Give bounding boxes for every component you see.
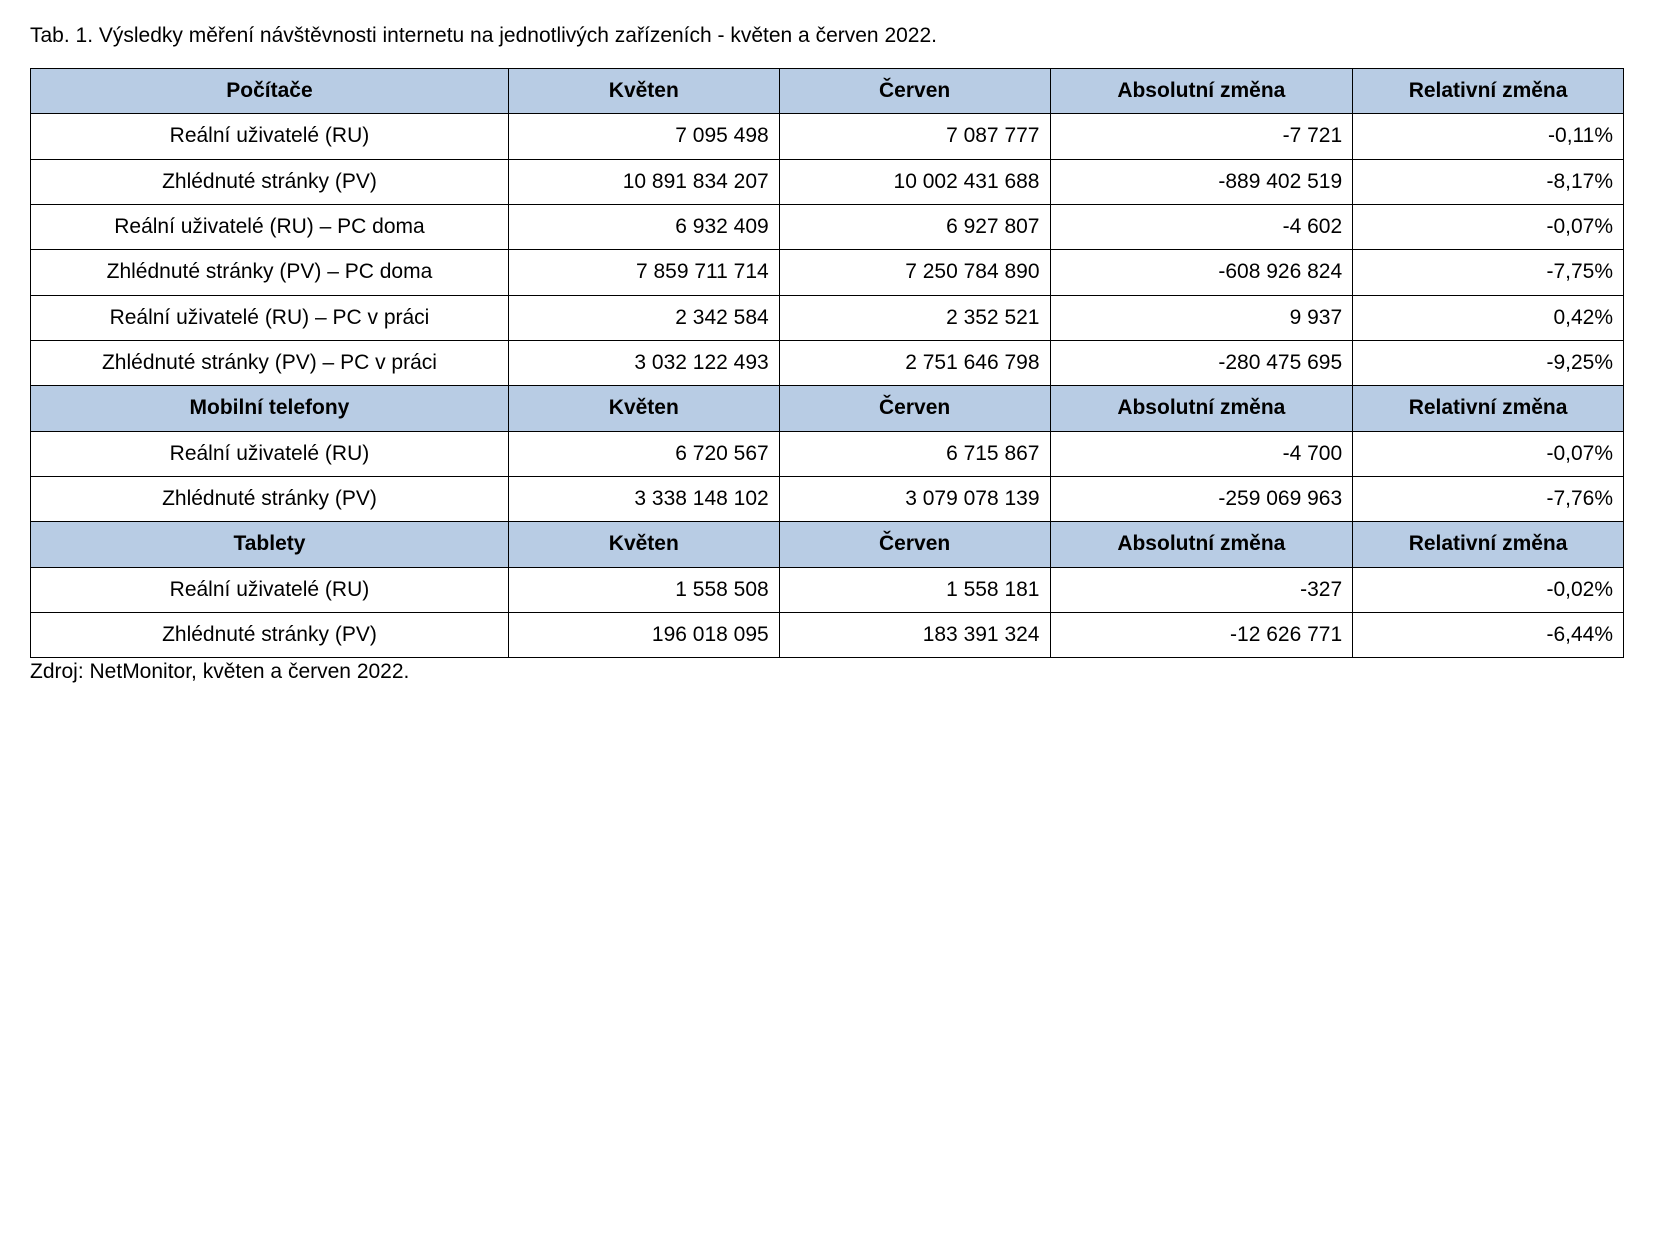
header-cell: Květen bbox=[508, 386, 779, 431]
header-cell: Relativní změna bbox=[1353, 386, 1624, 431]
cell-value: -280 475 695 bbox=[1050, 341, 1353, 386]
cell-value: 7 087 777 bbox=[779, 114, 1050, 159]
row-label: Zhlédnuté stránky (PV) – PC doma bbox=[31, 250, 509, 295]
cell-value: 6 720 567 bbox=[508, 431, 779, 476]
cell-value: 183 391 324 bbox=[779, 613, 1050, 658]
data-table: Počítače Květen Červen Absolutní změna R… bbox=[30, 68, 1624, 658]
table-row: Zhlédnuté stránky (PV) – PC v práci 3 03… bbox=[31, 341, 1624, 386]
header-cell: Červen bbox=[779, 386, 1050, 431]
cell-value: 6 715 867 bbox=[779, 431, 1050, 476]
table-row: Zhlédnuté stránky (PV) – PC doma 7 859 7… bbox=[31, 250, 1624, 295]
cell-value: 6 927 807 bbox=[779, 205, 1050, 250]
cell-value: -4 602 bbox=[1050, 205, 1353, 250]
cell-value: 196 018 095 bbox=[508, 613, 779, 658]
section-header-row: Mobilní telefony Květen Červen Absolutní… bbox=[31, 386, 1624, 431]
cell-value: -4 700 bbox=[1050, 431, 1353, 476]
row-label: Reální uživatelé (RU) bbox=[31, 431, 509, 476]
table-row: Reální uživatelé (RU) – PC doma 6 932 40… bbox=[31, 205, 1624, 250]
header-cell: Počítače bbox=[31, 69, 509, 114]
cell-value: -9,25% bbox=[1353, 341, 1624, 386]
cell-value: -12 626 771 bbox=[1050, 613, 1353, 658]
cell-value: -7 721 bbox=[1050, 114, 1353, 159]
section-header-row: Tablety Květen Červen Absolutní změna Re… bbox=[31, 522, 1624, 567]
cell-value: 0,42% bbox=[1353, 295, 1624, 340]
cell-value: -0,11% bbox=[1353, 114, 1624, 159]
cell-value: -259 069 963 bbox=[1050, 477, 1353, 522]
row-label: Reální uživatelé (RU) bbox=[31, 567, 509, 612]
cell-value: 10 002 431 688 bbox=[779, 159, 1050, 204]
cell-value: -8,17% bbox=[1353, 159, 1624, 204]
table-row: Reální uživatelé (RU) 7 095 498 7 087 77… bbox=[31, 114, 1624, 159]
cell-value: 9 937 bbox=[1050, 295, 1353, 340]
cell-value: 7 095 498 bbox=[508, 114, 779, 159]
cell-value: -608 926 824 bbox=[1050, 250, 1353, 295]
cell-value: -0,07% bbox=[1353, 205, 1624, 250]
section-header-row: Počítače Květen Červen Absolutní změna R… bbox=[31, 69, 1624, 114]
header-cell: Tablety bbox=[31, 522, 509, 567]
cell-value: 7 250 784 890 bbox=[779, 250, 1050, 295]
cell-value: -6,44% bbox=[1353, 613, 1624, 658]
cell-value: 10 891 834 207 bbox=[508, 159, 779, 204]
cell-value: 3 338 148 102 bbox=[508, 477, 779, 522]
cell-value: -889 402 519 bbox=[1050, 159, 1353, 204]
table-row: Reální uživatelé (RU) 6 720 567 6 715 86… bbox=[31, 431, 1624, 476]
table-row: Zhlédnuté stránky (PV) 3 338 148 102 3 0… bbox=[31, 477, 1624, 522]
cell-value: -0,07% bbox=[1353, 431, 1624, 476]
cell-value: 2 352 521 bbox=[779, 295, 1050, 340]
header-cell: Absolutní změna bbox=[1050, 386, 1353, 431]
header-cell: Mobilní telefony bbox=[31, 386, 509, 431]
cell-value: 6 932 409 bbox=[508, 205, 779, 250]
cell-value: -7,76% bbox=[1353, 477, 1624, 522]
header-cell: Květen bbox=[508, 522, 779, 567]
cell-value: -0,02% bbox=[1353, 567, 1624, 612]
table-row: Zhlédnuté stránky (PV) 10 891 834 207 10… bbox=[31, 159, 1624, 204]
row-label: Zhlédnuté stránky (PV) – PC v práci bbox=[31, 341, 509, 386]
cell-value: 1 558 181 bbox=[779, 567, 1050, 612]
cell-value: 3 032 122 493 bbox=[508, 341, 779, 386]
cell-value: 1 558 508 bbox=[508, 567, 779, 612]
row-label: Reální uživatelé (RU) bbox=[31, 114, 509, 159]
table-source: Zdroj: NetMonitor, květen a červen 2022. bbox=[30, 660, 1624, 684]
header-cell: Absolutní změna bbox=[1050, 522, 1353, 567]
header-cell: Absolutní změna bbox=[1050, 69, 1353, 114]
row-label: Reální uživatelé (RU) – PC doma bbox=[31, 205, 509, 250]
header-cell: Relativní změna bbox=[1353, 69, 1624, 114]
table-title: Tab. 1. Výsledky měření návštěvnosti int… bbox=[30, 24, 1624, 48]
cell-value: 3 079 078 139 bbox=[779, 477, 1050, 522]
row-label: Zhlédnuté stránky (PV) bbox=[31, 477, 509, 522]
table-row: Reální uživatelé (RU) – PC v práci 2 342… bbox=[31, 295, 1624, 340]
header-cell: Červen bbox=[779, 522, 1050, 567]
cell-value: 2 342 584 bbox=[508, 295, 779, 340]
header-cell: Relativní změna bbox=[1353, 522, 1624, 567]
table-row: Reální uživatelé (RU) 1 558 508 1 558 18… bbox=[31, 567, 1624, 612]
table-row: Zhlédnuté stránky (PV) 196 018 095 183 3… bbox=[31, 613, 1624, 658]
header-cell: Květen bbox=[508, 69, 779, 114]
cell-value: -7,75% bbox=[1353, 250, 1624, 295]
row-label: Reální uživatelé (RU) – PC v práci bbox=[31, 295, 509, 340]
header-cell: Červen bbox=[779, 69, 1050, 114]
row-label: Zhlédnuté stránky (PV) bbox=[31, 159, 509, 204]
cell-value: -327 bbox=[1050, 567, 1353, 612]
cell-value: 2 751 646 798 bbox=[779, 341, 1050, 386]
row-label: Zhlédnuté stránky (PV) bbox=[31, 613, 509, 658]
cell-value: 7 859 711 714 bbox=[508, 250, 779, 295]
